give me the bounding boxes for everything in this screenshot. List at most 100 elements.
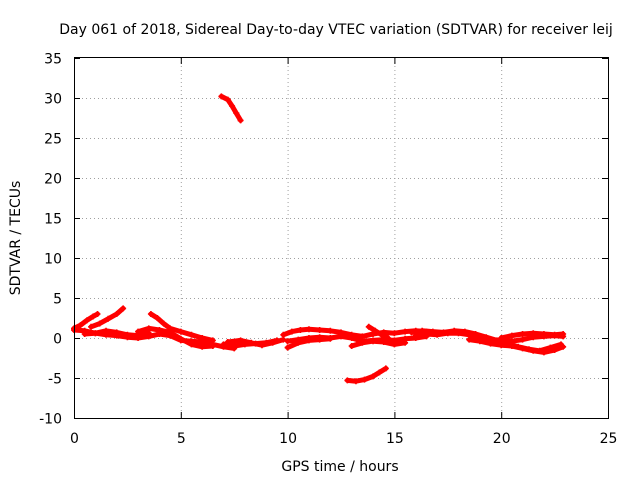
y-tick-label: -5 (48, 372, 62, 388)
data-point (177, 335, 184, 342)
data-point (344, 377, 351, 384)
y-tick-label: -10 (39, 412, 62, 428)
data-point (530, 330, 537, 337)
data-point (365, 323, 372, 330)
data-point (327, 327, 334, 334)
data-series (71, 311, 101, 332)
data-point (444, 330, 451, 337)
data-point (352, 378, 359, 385)
data-point (284, 344, 291, 351)
data-point (370, 338, 377, 345)
data-point (551, 331, 558, 338)
data-point (540, 331, 547, 337)
x-tick-label: 0 (70, 431, 79, 447)
data-point (209, 337, 216, 344)
data-point (154, 315, 161, 321)
data-series (344, 365, 389, 385)
data-point (359, 339, 366, 346)
data-point (402, 328, 409, 335)
x-tick-label: 5 (177, 431, 186, 447)
data-point (113, 311, 120, 317)
data-point (519, 331, 526, 337)
data-point (90, 313, 97, 320)
y-tick-label: 25 (44, 132, 62, 148)
data-point (297, 327, 304, 333)
data-point (92, 330, 99, 337)
data-point (147, 311, 154, 317)
data-point (498, 342, 505, 349)
data-point (530, 347, 537, 354)
data-point (177, 328, 184, 335)
data-point (378, 331, 385, 338)
data-point (508, 332, 515, 339)
data-point (560, 331, 567, 337)
data-point (156, 327, 163, 333)
data-point (81, 331, 88, 337)
data-point (248, 339, 255, 346)
data-point (105, 315, 112, 322)
y-tick-label: 0 (53, 332, 62, 348)
series-track (366, 324, 391, 341)
data-point (402, 339, 409, 346)
y-tick-label: 15 (44, 212, 62, 228)
data-point (167, 329, 174, 336)
data-point (229, 103, 236, 109)
data-point (476, 338, 483, 345)
data-point (284, 338, 291, 345)
data-point (224, 339, 231, 345)
data-point (466, 336, 473, 343)
data-point (135, 328, 142, 335)
data-series (498, 330, 567, 341)
y-tick-label: 10 (44, 252, 62, 268)
data-point (88, 323, 95, 330)
data-series (135, 325, 216, 350)
data-point (498, 335, 505, 341)
y-tick-label: 5 (53, 292, 62, 308)
data-point (160, 320, 167, 327)
data-point (519, 345, 526, 352)
data-point (519, 336, 526, 343)
data-point (338, 329, 344, 336)
data-series (466, 336, 567, 356)
data-point (384, 335, 391, 341)
data-point (455, 330, 462, 337)
data-point (188, 331, 195, 338)
data-point (391, 341, 398, 348)
y-tick-label: 35 (44, 52, 62, 68)
data-series (88, 305, 127, 330)
data-point (237, 117, 244, 124)
y-tick-label: 20 (44, 172, 62, 188)
x-tick-label: 25 (600, 431, 618, 447)
data-point (348, 331, 355, 338)
data-point (94, 311, 101, 317)
data-series (348, 338, 409, 349)
data-point (77, 322, 84, 329)
data-point (423, 331, 430, 337)
data-point (370, 373, 377, 380)
data-point (224, 96, 231, 103)
x-tick-label: 20 (493, 431, 511, 447)
data-point (288, 328, 295, 335)
x-tick-label: 15 (386, 431, 404, 447)
data-series (81, 327, 152, 339)
data-series (284, 335, 334, 351)
y-tick-labels: -10 -5 0 5 10 15 20 25 30 35 (39, 52, 62, 428)
data-point (391, 330, 398, 337)
data-point (145, 325, 152, 332)
x-axis-label: GPS time / hours (281, 459, 398, 475)
data-series (224, 336, 287, 349)
data-point (233, 110, 240, 117)
data-point (103, 327, 110, 334)
data-point (327, 335, 334, 342)
data-point (231, 343, 238, 349)
data-point (487, 340, 494, 347)
data-point (408, 329, 415, 336)
data-point (361, 376, 368, 383)
data-point (551, 347, 558, 353)
y-axis-label: SDTVAR / TECUs (8, 181, 24, 296)
data-point (295, 339, 302, 346)
x-tick-label: 10 (279, 431, 297, 447)
